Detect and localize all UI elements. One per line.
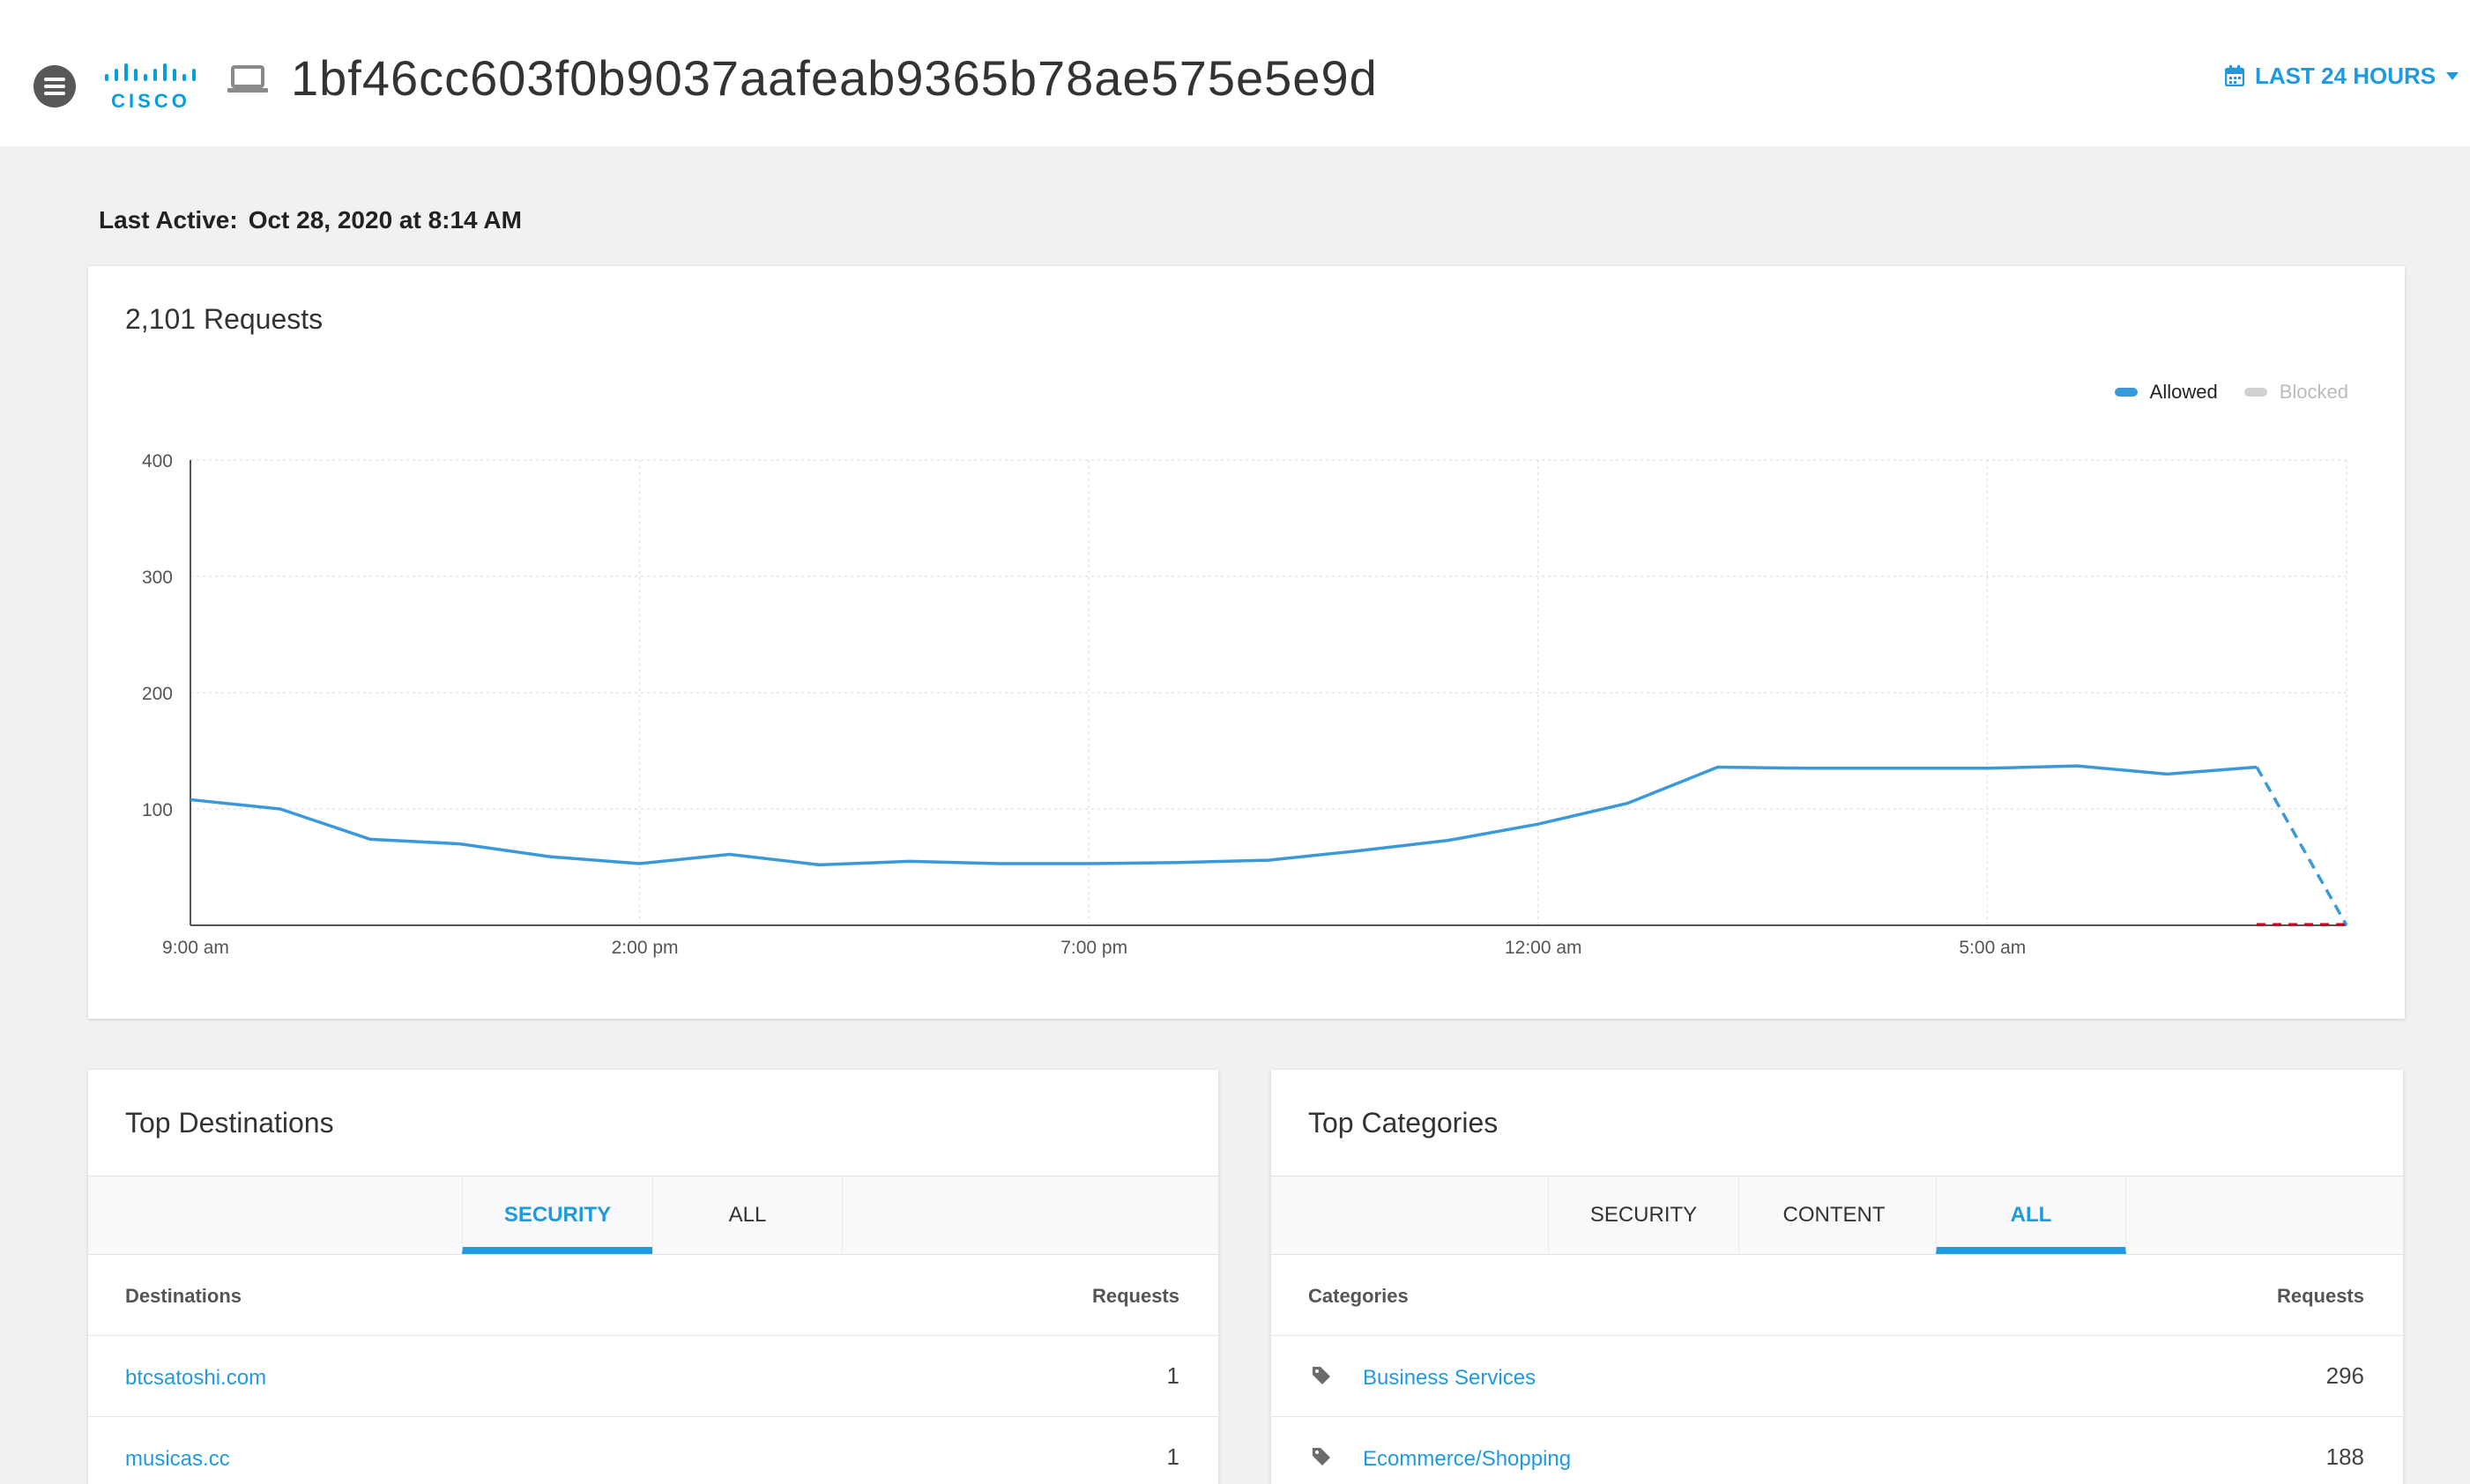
last-active: Last Active: Oct 28, 2020 at 8:14 AM [99, 206, 522, 234]
legend-label-allowed: Allowed [2149, 381, 2218, 403]
column-header-destinations[interactable]: Destinations [125, 1285, 242, 1307]
tab-all[interactable]: ALL [1936, 1176, 2126, 1254]
requests-title: 2,101 Requests [125, 303, 324, 335]
x-tick-label: 2:00 pm [612, 938, 679, 958]
last-active-label: Last Active: [99, 206, 238, 234]
series-line-allowed [190, 764, 2258, 867]
legend-label-blocked: Blocked [2279, 381, 2348, 403]
x-tick-label: 12:00 am [1505, 938, 1582, 958]
cisco-logo-icon[interactable] [104, 62, 197, 113]
x-tick-label: 5:00 am [1959, 938, 2026, 958]
request-count: 188 [2325, 1443, 2364, 1470]
legend-swatch-blocked [2243, 388, 2267, 397]
cisco-logo-text: CISCO [111, 90, 190, 112]
category-link[interactable]: Business Services [1363, 1366, 1536, 1390]
destinations-table-header: Destinations Requests [88, 1257, 1218, 1336]
legend-item-blocked[interactable]: Blocked [2243, 381, 2348, 404]
calendar-icon [2225, 65, 2244, 86]
table-row: Business Services 296 [1271, 1336, 2403, 1417]
request-count: 1 [1166, 1362, 1179, 1389]
tab-security[interactable]: SECURITY [1548, 1176, 1738, 1254]
legend-swatch-allowed [2114, 388, 2138, 397]
top-categories-title: Top Categories [1308, 1107, 1499, 1139]
tab-all[interactable]: ALL [652, 1176, 843, 1254]
request-count: 296 [2325, 1362, 2364, 1389]
y-tick-label: 100 [142, 800, 173, 820]
destinations-tabbar: SECURITY ALL [88, 1176, 1218, 1255]
destination-link[interactable]: musicas.cc [125, 1447, 230, 1471]
tab-security[interactable]: SECURITY [462, 1176, 652, 1254]
y-tick-label: 300 [142, 568, 173, 588]
y-tick-label: 400 [142, 451, 173, 471]
requests-card: 2,101 Requests Allowed Blocked 100 200 300… [88, 266, 2405, 1019]
top-bar: CISCO 1bf46cc603f0b9037aafeab9365b78ae57… [0, 0, 2470, 146]
x-tick-label: 9:00 am [162, 938, 229, 958]
categories-table-header: Categories Requests [1271, 1257, 2403, 1336]
menu-icon[interactable] [33, 65, 76, 108]
chevron-down-icon [2446, 71, 2459, 80]
table-row: Ecommerce/Shopping 188 [1271, 1417, 2403, 1484]
laptop-icon [227, 65, 268, 93]
y-tick-label: 200 [142, 684, 173, 704]
category-link[interactable]: Ecommerce/Shopping [1363, 1447, 1572, 1471]
column-header-requests[interactable]: Requests [2276, 1285, 2364, 1307]
top-categories-card: Top Categories SECURITY CONTENT ALL Cate… [1271, 1070, 2403, 1484]
table-row: musicas.cc 1 [88, 1417, 1218, 1484]
time-range-dropdown[interactable]: LAST 24 HOURS [2225, 58, 2459, 93]
top-destinations-card: Top Destinations SECURITY ALL Destinatio… [88, 1070, 1218, 1484]
top-destinations-title: Top Destinations [125, 1107, 334, 1139]
requests-line-chart: 100 200 300 400 9:00 am 2:00 pm 7:00 pm 12:00 a… [142, 451, 2348, 958]
tab-content[interactable]: CONTENT [1738, 1176, 1929, 1254]
column-header-requests[interactable]: Requests [1091, 1285, 1179, 1307]
chart-legend: Allowed Blocked [2114, 381, 2348, 404]
time-range-label: LAST 24 HOURS [2255, 62, 2437, 89]
device-id-title: 1bf46cc603f0b9037aafeab9365b78ae575e5e9d [291, 50, 1378, 106]
column-header-categories[interactable]: Categories [1308, 1285, 1409, 1307]
categories-tabbar: SECURITY CONTENT ALL [1271, 1176, 2403, 1255]
tag-icon [1313, 1448, 1330, 1465]
legend-item-allowed[interactable]: Allowed [2114, 381, 2218, 404]
destination-link[interactable]: btcsatoshi.com [125, 1366, 267, 1390]
table-row: btcsatoshi.com 1 [88, 1336, 1218, 1417]
last-active-value: Oct 28, 2020 at 8:14 AM [248, 206, 522, 234]
series-line-allowed-projection [2255, 766, 2348, 926]
request-count: 1 [1166, 1443, 1179, 1470]
tag-icon [1313, 1367, 1330, 1384]
x-tick-label: 7:00 pm [1060, 938, 1127, 958]
